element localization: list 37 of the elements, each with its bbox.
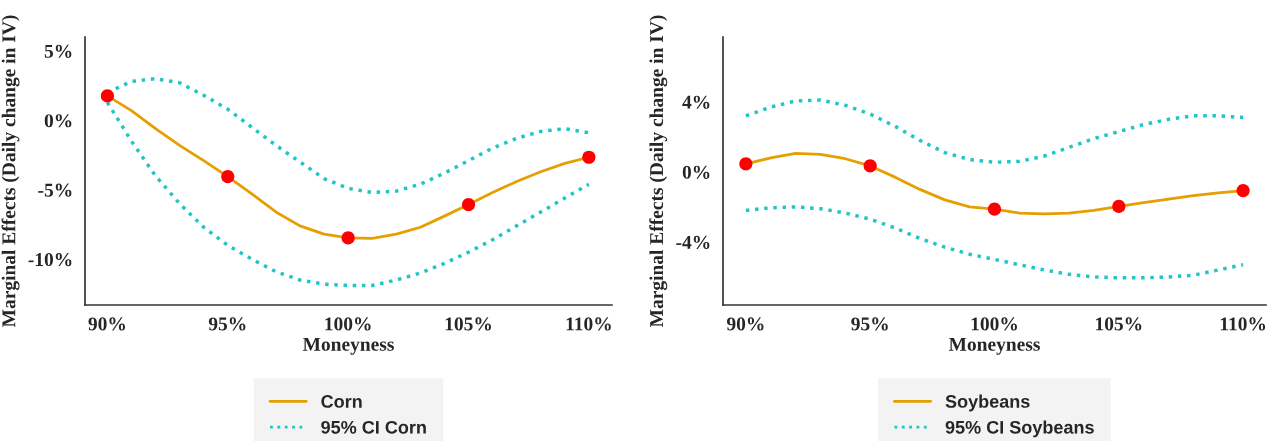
x-tick-label: 100% (971, 317, 1017, 331)
x-axis-title: Moneyness (302, 337, 394, 355)
x-axis-title: Moneyness (948, 337, 1040, 355)
x-tick-label: 110% (566, 317, 611, 331)
x-tick-label: 90% (726, 317, 764, 331)
point (100, 89, 114, 103)
line-series (744, 98, 1245, 164)
point (1112, 199, 1126, 213)
y-tick-label: 0% (682, 165, 710, 179)
y-tick-label: -5% (38, 183, 72, 197)
x-tick-label: 105% (1096, 317, 1142, 331)
point (582, 150, 596, 164)
y-axis-title: Marginal Effects (Daily change in IV) (649, 15, 668, 328)
point (221, 169, 235, 184)
y-tick-label: 4% (682, 95, 710, 109)
x-tick-label: 95% (208, 317, 246, 331)
x-tick-label: 105% (445, 317, 491, 331)
legend-label: Corn (321, 395, 362, 408)
point (1236, 184, 1250, 198)
x-tick-label: 100% (325, 317, 371, 331)
point (863, 159, 877, 173)
y-tick-label: -4% (676, 235, 710, 249)
point (739, 157, 753, 171)
legend-label: Soybeans (945, 394, 1030, 412)
legend-label: 95% CI Corn (321, 420, 426, 434)
x-tick-label: 90% (88, 317, 126, 331)
y-axis-title: Marginal Effects (Daily change in IV) (1, 15, 20, 328)
line-series (744, 205, 1245, 280)
point (461, 198, 476, 212)
x-tick-label: 110% (1220, 317, 1266, 331)
y-tick-label: 5% (44, 44, 72, 58)
point (341, 231, 355, 245)
legend-label: 95% CI Soybeans (945, 420, 1094, 438)
point (987, 202, 1002, 216)
y-tick-label: -10% (28, 252, 72, 267)
x-tick-label: 95% (851, 317, 888, 331)
y-tick-label: 0% (44, 114, 72, 128)
